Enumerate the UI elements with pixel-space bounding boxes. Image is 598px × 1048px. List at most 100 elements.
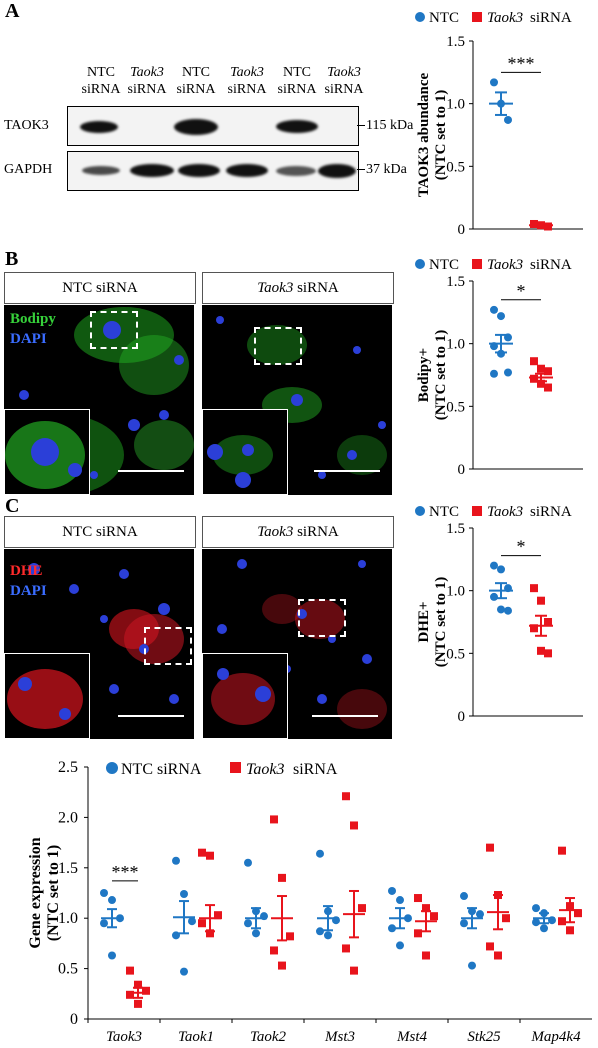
chart-b-tick-label: 0 — [458, 462, 466, 478]
lane-1: NTC siRNA — [81, 65, 121, 97]
chart-b-ylabel-2: (NTC set to 1) — [433, 330, 449, 420]
chart-d-legend-taok3-italic: Taok3 — [246, 761, 285, 778]
chart-d-legend-taok3-marker — [230, 762, 241, 773]
chart-d-taok3-point — [126, 966, 134, 975]
blot-row2-label: GAPDH — [4, 162, 53, 177]
c-dhe-label: DHE — [10, 563, 43, 579]
chart-b-ntc-point — [490, 305, 498, 314]
legend-ntc-label: NTC — [429, 257, 459, 273]
chart-c-tick-label: 1.5 — [446, 521, 465, 537]
chart-d-taok3-point — [142, 986, 150, 995]
chart-b-taok3-point — [537, 364, 545, 373]
chart-d-taok3-point — [422, 951, 430, 960]
chart-d-legend-ntc-marker — [106, 762, 118, 774]
b-ntc-image: Bodipy DAPI — [4, 305, 194, 495]
chart-d-ylabel: Gene expression — [27, 837, 44, 948]
c-ntc-inset — [4, 653, 90, 739]
chart-d-ntc-point — [460, 892, 468, 901]
chart-d-taok3-point — [214, 911, 222, 920]
lane-5: NTC siRNA — [277, 65, 317, 97]
chart-d-taok3-point — [270, 815, 278, 824]
chart-d-tick-label: 2.5 — [58, 759, 78, 776]
chart-d-taok3-point — [278, 873, 286, 882]
chart-c-taok3-point — [530, 624, 538, 633]
chart-c-ylabel: DHE+ — [416, 601, 432, 642]
chart-d-ntc-point — [108, 951, 116, 960]
chart-d-ntc-point — [324, 931, 332, 940]
chart-d-taok3-point — [342, 944, 350, 953]
chart-d-ntc-point — [396, 896, 404, 905]
chart-a-ylabel: TAOK3 abundance — [416, 72, 432, 197]
chart-d-ntc-point — [476, 910, 484, 919]
chart-d-ntc-point — [100, 919, 108, 928]
chart-d-taok3-point — [358, 904, 366, 913]
legend-taok3-marker — [472, 506, 482, 516]
c-taok3-image — [202, 549, 392, 739]
chart-d-ntc-point — [316, 927, 324, 936]
legend-taok3-italic: Taok3 — [487, 257, 523, 273]
c-ntc-title: NTC siRNA — [4, 516, 196, 548]
blot-row1-kda: 115 kDa — [366, 118, 414, 133]
chart-d-taok3-point — [134, 999, 142, 1008]
chart-d-category-label: Mst4 — [396, 1029, 428, 1045]
chart-d-taok3-point — [486, 843, 494, 852]
chart-c-tick-label: 0.5 — [446, 646, 465, 662]
b-taok3-inset — [202, 409, 288, 495]
chart-d-taok3-point — [502, 914, 510, 923]
legend-taok3-rest: siRNA — [530, 257, 572, 273]
chart-c-taok3-point — [544, 649, 552, 658]
b-ntc-title: NTC siRNA — [4, 272, 196, 304]
chart-a-tick-label: 0.5 — [446, 159, 465, 175]
chart-d-ntc-point — [388, 886, 396, 895]
chart-a-ylabel-2: (NTC set to 1) — [433, 90, 449, 180]
chart-d-tick-label: 0 — [70, 1011, 78, 1028]
legend-taok3-rest: siRNA — [530, 10, 572, 26]
chart-d-taok3-point — [134, 980, 142, 989]
chart-d-category-label: Mst3 — [324, 1029, 355, 1045]
blot-lane-labels: NTC siRNA Taok3 siRNA NTC siRNA Taok3 siRNA … — [76, 64, 376, 104]
chart-c-taok3-point — [544, 618, 552, 626]
chart-d-tick-label: 1.5 — [58, 860, 78, 877]
chart-c-ntc-point — [497, 565, 505, 574]
legend-ntc-marker — [415, 506, 425, 516]
chart-d-ntc-point — [532, 904, 540, 913]
chart-d-ntc-point — [172, 856, 180, 865]
chart-a-sig-label: *** — [508, 53, 535, 73]
chart-d-taok3-point — [278, 961, 286, 970]
chart-d-ntc-point — [244, 919, 252, 928]
legend-ntc-marker — [415, 12, 425, 22]
chart-b-tick-label: 1.0 — [446, 337, 465, 353]
chart-d-sig-label: *** — [112, 862, 139, 882]
chart-a-ntc-point — [504, 115, 512, 124]
chart-d-category-label: Taok1 — [178, 1029, 214, 1045]
lane-3: NTC siRNA — [176, 65, 216, 97]
chart-d-taok3-point — [286, 932, 294, 941]
chart-d-taok3-point — [486, 942, 494, 951]
b-ntc-inset — [4, 409, 90, 495]
chart-d-ntc-point — [180, 890, 188, 899]
c-ntc-image: DHE DAPI — [4, 549, 194, 739]
taok3-blot — [67, 106, 359, 146]
chart-b-tick-label: 1.5 — [446, 274, 465, 290]
legend-ntc-marker — [415, 259, 425, 269]
chart-a-tick-label: 0 — [458, 222, 466, 238]
c-taok3-inset — [202, 653, 288, 739]
chart-d-taok3-point — [414, 929, 422, 938]
chart-c-tick-label: 1.0 — [446, 584, 465, 600]
panel-label-b: B — [5, 248, 19, 270]
chart-b-ntc-point — [504, 368, 512, 377]
chart-d-ntc-point — [188, 917, 196, 926]
panel-label-c: C — [5, 495, 20, 517]
chart-c-taok3-point — [537, 596, 545, 605]
chart-a-ntc-point — [490, 78, 498, 87]
chart-c-ntc-point — [490, 561, 498, 570]
chart-d-category-label: Taok2 — [250, 1029, 287, 1045]
chart-d-taok3-point — [350, 821, 358, 830]
chart-b-ntc-point — [490, 369, 498, 378]
chart-c-tick-label: 0 — [458, 709, 466, 725]
chart-d-legend-ntc-label: NTC siRNA — [121, 761, 202, 778]
chart-b-tick-label: 0.5 — [446, 399, 465, 415]
chart-d-tick-label: 1.0 — [58, 910, 78, 927]
legend-ntc-label: NTC — [429, 504, 459, 520]
